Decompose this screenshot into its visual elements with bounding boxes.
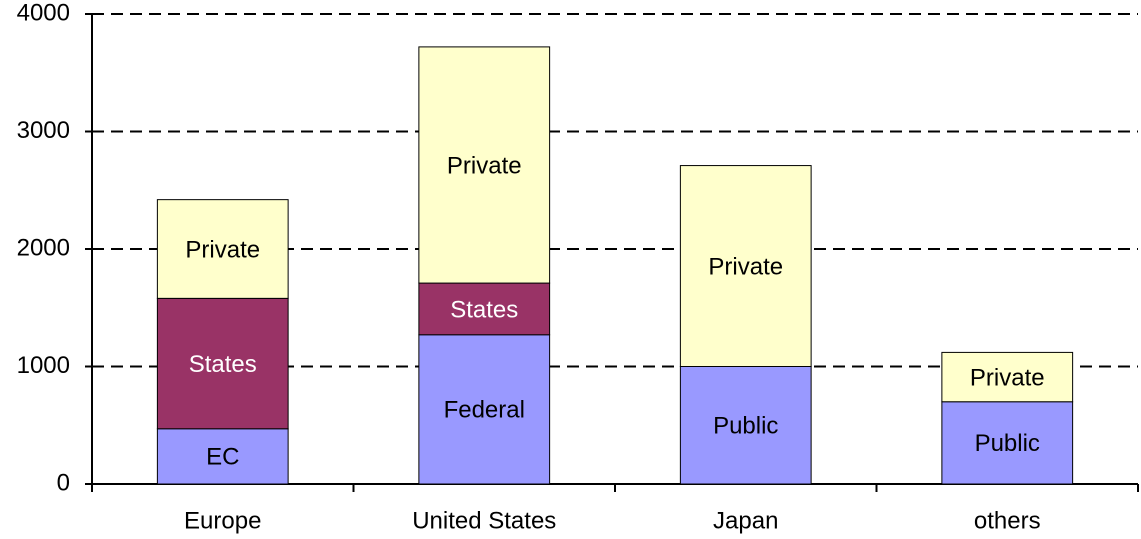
bar-segment xyxy=(418,46,551,284)
y-tick-label: 1000 xyxy=(17,352,70,379)
x-tick-label: Japan xyxy=(713,507,778,534)
bar-segment xyxy=(418,334,551,485)
segment-label: Federal xyxy=(444,397,525,424)
bar-segment xyxy=(679,165,812,367)
bar-segment xyxy=(156,199,289,299)
segment-label: Private xyxy=(185,236,260,263)
bar-segment xyxy=(679,366,812,485)
y-tick-label: 3000 xyxy=(17,117,70,144)
segment-label: Private xyxy=(447,152,522,179)
x-tick-label: Europe xyxy=(184,507,261,534)
segment-label: Public xyxy=(975,430,1040,457)
x-tick-label: others xyxy=(974,507,1041,534)
x-tick-label: United States xyxy=(412,507,556,534)
bar-segment xyxy=(418,282,551,336)
bar-segment xyxy=(156,428,289,485)
bar-segment xyxy=(941,351,1074,403)
y-tick-label: 4000 xyxy=(17,0,70,26)
y-tick-label: 2000 xyxy=(17,234,70,261)
y-tick-label: 0 xyxy=(57,469,70,496)
segment-label: States xyxy=(189,351,257,378)
segment-label: Public xyxy=(713,413,778,440)
segment-label: EC xyxy=(206,444,239,471)
segment-label: Private xyxy=(970,364,1045,391)
segment-label: Private xyxy=(708,253,783,280)
segment-label: States xyxy=(450,296,518,323)
bar-segment xyxy=(941,401,1074,485)
